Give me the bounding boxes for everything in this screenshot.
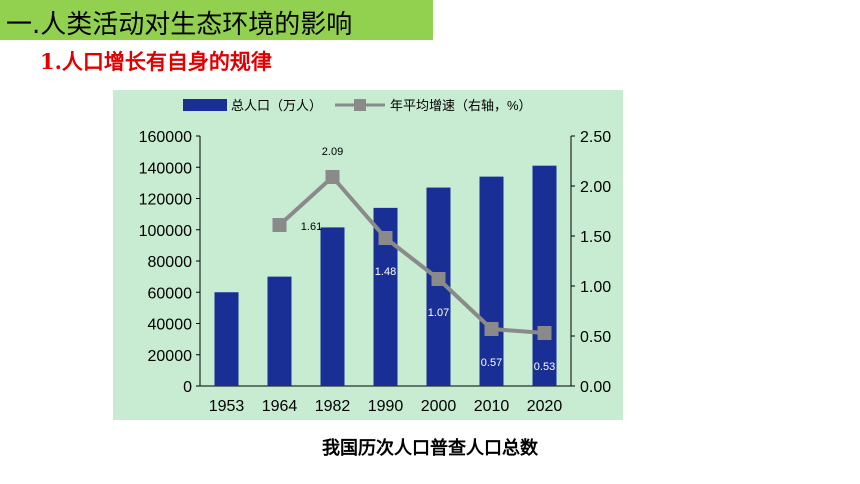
growth-point-1964 (272, 218, 287, 232)
bar-2020 (532, 165, 557, 386)
legend-bar-label: 总人口（万人） (231, 98, 322, 113)
bar-1953 (214, 292, 239, 386)
growth-line (272, 170, 552, 340)
x-tick-label: 1953 (209, 398, 245, 415)
left-tick-label: 20000 (148, 348, 193, 365)
growth-line-path (278, 175, 545, 335)
left-tick-label: 80000 (148, 254, 193, 271)
x-tick-label: 2010 (474, 398, 510, 415)
data-label-2000: 1.07 (428, 307, 449, 319)
legend-line-marker (354, 99, 366, 111)
data-labels: 1.61 2.09 1.48 1.07 0.57 0.53 (301, 146, 555, 373)
data-label-1964: 1.61 (301, 221, 322, 233)
chart-svg: 总人口（万人） 年平均增速（右轴，%） 0 20000 40000 60000 8000… (113, 90, 623, 420)
section-title: 一.人类活动对生态环境的影响 (6, 10, 353, 40)
data-label-1990: 1.48 (375, 266, 396, 278)
bar-1982 (320, 227, 345, 386)
left-tick-label: 120000 (139, 192, 192, 209)
data-label-1982: 2.09 (322, 146, 343, 158)
x-tick-label: 1990 (368, 398, 404, 415)
subsection-title: 1.人口增长有自身的规律 (40, 49, 272, 74)
left-tick-label: 0 (183, 379, 192, 396)
x-tick-label: 2000 (421, 398, 457, 415)
x-tick-label: 1982 (315, 398, 351, 415)
right-tick-label: 1.00 (580, 279, 611, 296)
legend-line-label: 年平均增速（右轴，%） (390, 98, 532, 113)
data-label-2020: 0.53 (534, 361, 555, 373)
left-tick-label: 100000 (139, 223, 192, 240)
left-tick-label: 60000 (148, 285, 193, 302)
growth-point-1982 (325, 170, 340, 184)
growth-point-2010 (484, 322, 499, 336)
axes: 0 20000 40000 60000 80000 100000 120000 140000 1… (139, 129, 612, 415)
right-tick-label: 0.00 (580, 379, 611, 396)
right-tick-label: 2.00 (580, 179, 611, 196)
right-tick-label: 2.50 (580, 129, 611, 146)
bars (214, 165, 557, 386)
section-title-bar: 一.人类活动对生态环境的影响 (0, 0, 433, 40)
population-chart: 总人口（万人） 年平均增速（右轴，%） 0 20000 40000 60000 8000… (113, 90, 623, 420)
legend-bar-swatch (183, 99, 227, 111)
bar-1964 (267, 276, 292, 386)
x-tick-label: 2020 (527, 398, 563, 415)
growth-point-2020 (537, 326, 552, 340)
x-tick-label: 1964 (262, 398, 298, 415)
growth-point-2000 (431, 272, 446, 286)
growth-point-1990 (378, 231, 393, 245)
legend: 总人口（万人） 年平均增速（右轴，%） (183, 98, 532, 113)
left-tick-label: 40000 (148, 317, 193, 334)
right-tick-label: 0.50 (580, 329, 611, 346)
chart-caption: 我国历次人口普查人口总数 (322, 438, 538, 459)
left-tick-label: 140000 (139, 160, 192, 177)
left-tick-label: 160000 (139, 129, 192, 146)
data-label-2010: 0.57 (481, 357, 502, 369)
bar-2010 (479, 176, 504, 386)
right-tick-label: 1.50 (580, 229, 611, 246)
